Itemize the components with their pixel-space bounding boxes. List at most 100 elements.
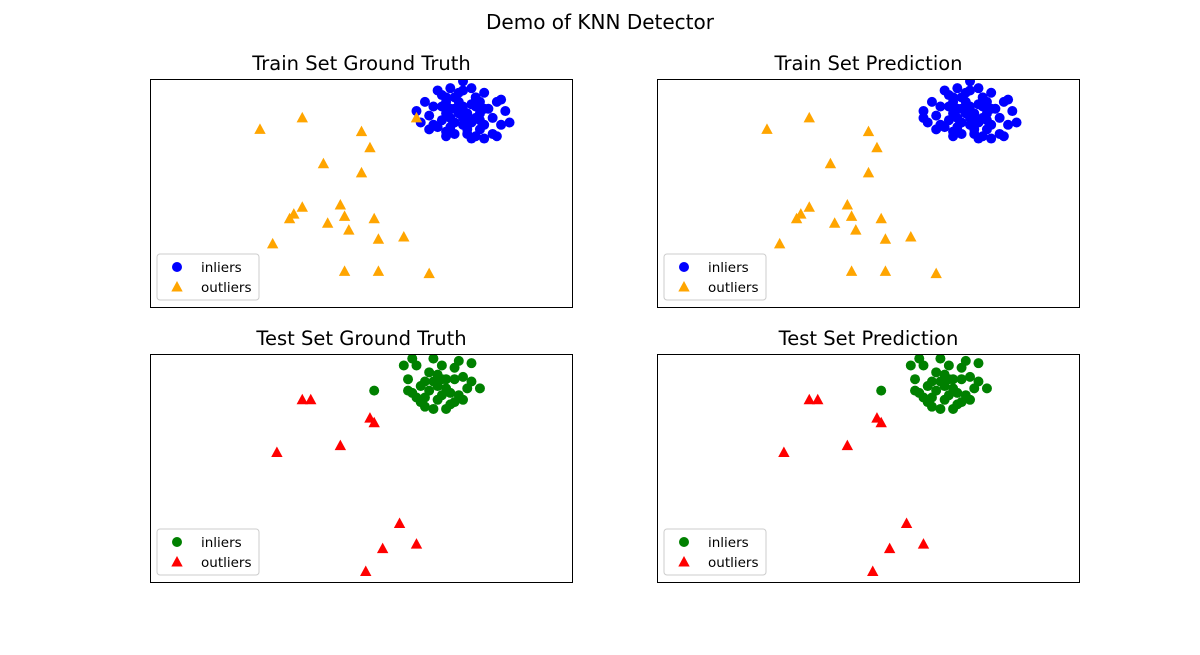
inlier-point <box>1011 117 1022 128</box>
legend-label: outliers <box>708 280 759 296</box>
outlier-point <box>376 542 389 554</box>
axes-frame <box>657 354 1080 583</box>
legend-outlier-marker <box>678 556 690 567</box>
inlier-point <box>449 128 460 139</box>
axes-frame <box>150 79 573 308</box>
series-outliers <box>761 111 942 279</box>
inlier-point <box>449 397 460 408</box>
inlier-point <box>973 358 984 369</box>
series-outliers <box>778 393 930 577</box>
inlier-point <box>998 131 1009 142</box>
inlier-point <box>432 85 443 96</box>
outlier-point <box>372 265 385 276</box>
inlier-point <box>436 390 447 401</box>
inlier-point <box>931 110 942 121</box>
outlier-point <box>875 212 887 224</box>
outlier-point <box>867 565 879 577</box>
plot-area <box>271 354 485 577</box>
inlier-point <box>398 360 409 371</box>
legend: inliers outliers <box>663 253 767 301</box>
inlier-point <box>973 376 984 387</box>
inlier-point <box>986 103 997 114</box>
outlier-point <box>338 265 351 276</box>
outlier-point <box>879 233 892 244</box>
legend-inlier-marker <box>172 537 182 547</box>
outlier-point <box>862 166 875 178</box>
inlier-point <box>939 85 950 96</box>
inlier-point <box>424 110 435 121</box>
series-outliers <box>254 111 435 279</box>
inlier-point <box>453 355 464 366</box>
inlier-point <box>960 355 971 366</box>
subplot-title: Train Set Ground Truth <box>251 52 471 75</box>
inlier-point <box>952 103 963 114</box>
inlier-point <box>948 92 959 103</box>
inlier-point <box>914 354 925 364</box>
inlier-point <box>952 83 963 94</box>
inlier-point <box>458 371 469 382</box>
outlier-point <box>254 123 266 134</box>
outlier-point <box>845 265 858 276</box>
inlier-point <box>926 96 937 107</box>
inlier-point <box>1003 119 1014 130</box>
outlier-point <box>841 198 854 210</box>
inlier-point <box>462 108 473 119</box>
legend: inliers outliers <box>663 528 767 576</box>
inlier-point <box>436 101 447 112</box>
inlier-point <box>956 92 967 103</box>
outlier-point <box>334 439 347 451</box>
inlier-point <box>441 374 452 385</box>
inlier-point <box>965 85 976 96</box>
inlier-point <box>419 401 430 412</box>
inlier-point <box>504 117 515 128</box>
legend-inlier-marker <box>679 262 689 272</box>
inlier-point <box>436 360 447 371</box>
outlier-point <box>410 111 423 123</box>
outlier-point <box>343 224 355 235</box>
outlier-point <box>812 393 824 405</box>
outlier-point <box>355 125 368 137</box>
inlier-point <box>918 106 929 117</box>
inlier-point <box>403 385 414 396</box>
legend-label: inliers <box>201 260 242 276</box>
inlier-point <box>474 115 485 126</box>
inlier-point <box>403 374 414 385</box>
inlier-point <box>411 106 422 117</box>
outlier-point <box>871 141 883 153</box>
inlier-point <box>910 374 921 385</box>
inlier-point <box>922 381 933 392</box>
inlier-point <box>428 354 439 364</box>
inlier-point <box>466 133 477 144</box>
inlier-point <box>1003 94 1014 105</box>
outlier-point <box>364 141 376 153</box>
inlier-point <box>977 101 988 112</box>
inlier-point <box>973 133 984 144</box>
legend-box <box>663 528 767 576</box>
outlier-point <box>305 393 317 405</box>
inlier-point <box>415 381 426 392</box>
plot-area <box>761 79 1022 279</box>
outlier-point <box>334 198 347 210</box>
inlier-point <box>935 119 946 130</box>
outlier-point <box>803 201 815 212</box>
subplot-train-ground-truth: Train Set Ground Truth inliers outliers <box>150 52 573 308</box>
outlier-point <box>372 233 385 244</box>
outlier-point <box>845 210 858 221</box>
legend-label: inliers <box>708 535 749 551</box>
inlier-point <box>479 87 490 98</box>
outlier-point <box>321 217 334 228</box>
inlier-point <box>948 374 959 385</box>
outlier-point <box>883 542 896 554</box>
outlier-point <box>338 210 351 221</box>
subplot-title: Train Set Prediction <box>773 52 962 75</box>
inlier-point <box>1007 106 1018 117</box>
legend-outlier-marker <box>678 281 690 292</box>
inlier-point <box>428 101 439 112</box>
inlier-point <box>973 83 984 94</box>
outlier-point <box>283 212 296 224</box>
inlier-point <box>458 85 469 96</box>
outlier-point <box>905 231 917 242</box>
inlier-point <box>466 358 477 369</box>
inlier-point <box>935 354 946 364</box>
inlier-point <box>445 83 456 94</box>
